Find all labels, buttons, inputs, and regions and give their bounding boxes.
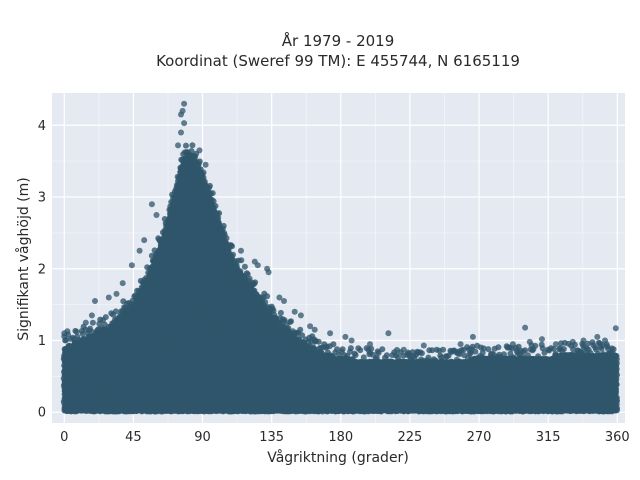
data-point	[102, 314, 109, 321]
data-points	[60, 100, 620, 415]
data-point	[63, 337, 70, 343]
data-point	[89, 319, 96, 326]
